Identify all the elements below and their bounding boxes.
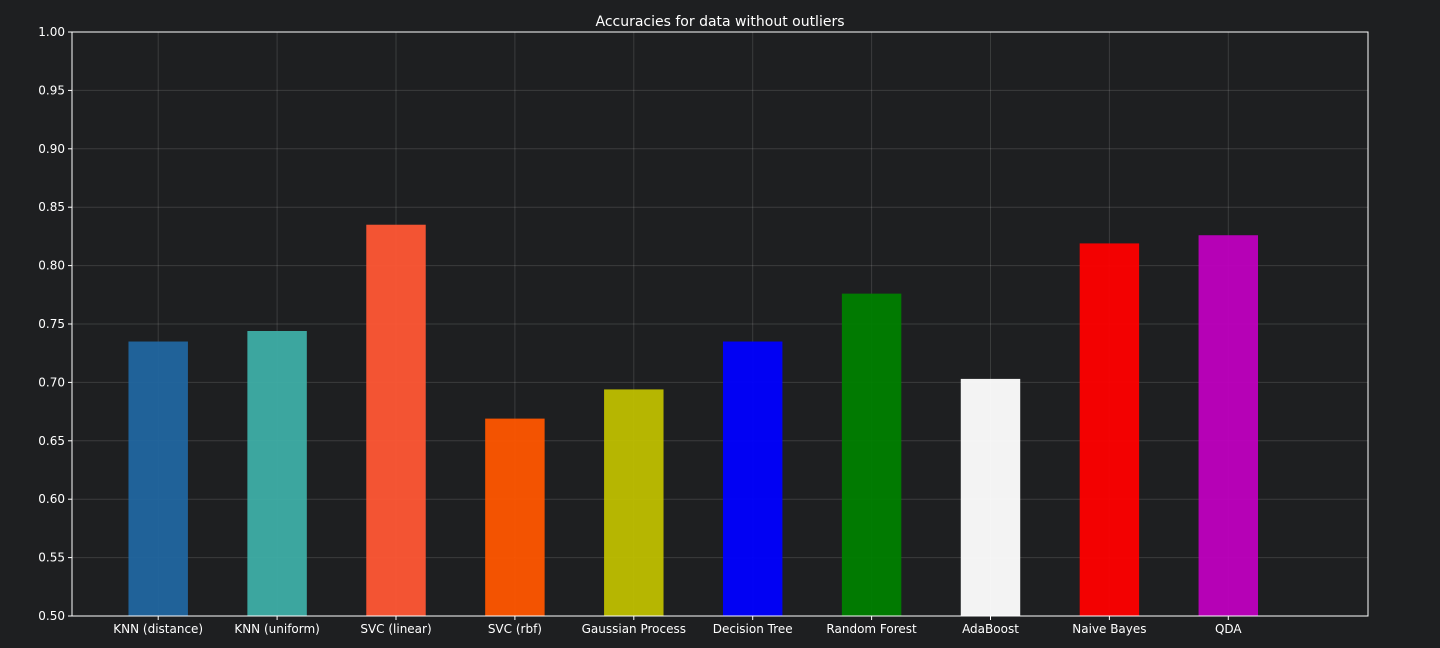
bar-svc-rbf bbox=[485, 418, 545, 616]
y-tick-label: 0.90 bbox=[38, 142, 65, 156]
y-tick-label: 0.50 bbox=[38, 609, 65, 623]
y-tick-label: 0.70 bbox=[38, 375, 65, 389]
chart-title: Accuracies for data without outliers bbox=[595, 14, 844, 30]
x-tick-label: SVC (linear) bbox=[360, 622, 431, 636]
x-tick-label: Random Forest bbox=[826, 622, 917, 636]
bars bbox=[128, 224, 1259, 616]
y-axis: 0.50 0.55 0.60 0.65 0.70 0.75 0.80 0.85 0.90 0.95… bbox=[38, 25, 72, 623]
y-tick-label: 0.95 bbox=[38, 83, 65, 97]
bar-adaboost bbox=[960, 378, 1021, 616]
x-tick-label: Decision Tree bbox=[713, 622, 793, 636]
x-axis: KNN (distance) KNN (uniform) SVC (linear) S… bbox=[113, 616, 1242, 636]
bar-gaussian-process bbox=[604, 389, 664, 616]
bar-knn-distance bbox=[128, 341, 188, 616]
bar-knn-uniform bbox=[247, 331, 307, 616]
x-tick-label: AdaBoost bbox=[962, 622, 1019, 636]
x-tick-label: Naive Bayes bbox=[1072, 622, 1146, 636]
y-tick-label: 0.75 bbox=[38, 317, 65, 331]
y-tick-label: 0.65 bbox=[38, 434, 65, 448]
y-tick-label: 1.00 bbox=[38, 25, 65, 39]
x-tick-label: SVC (rbf) bbox=[488, 622, 542, 636]
x-tick-label: KNN (uniform) bbox=[234, 622, 320, 636]
y-tick-label: 0.55 bbox=[38, 551, 65, 565]
y-tick-label: 0.80 bbox=[38, 259, 65, 273]
bar-decision-tree bbox=[722, 341, 783, 616]
bar-random-forest bbox=[841, 293, 902, 616]
x-tick-label: QDA bbox=[1215, 622, 1242, 636]
x-tick-label: Gaussian Process bbox=[582, 622, 686, 636]
bar-naive-bayes bbox=[1079, 243, 1140, 616]
x-tick-label: KNN (distance) bbox=[113, 622, 203, 636]
y-tick-label: 0.60 bbox=[38, 492, 65, 506]
y-tick-label: 0.85 bbox=[38, 200, 65, 214]
bar-svc-linear bbox=[366, 224, 426, 616]
bar-qda bbox=[1198, 235, 1259, 616]
